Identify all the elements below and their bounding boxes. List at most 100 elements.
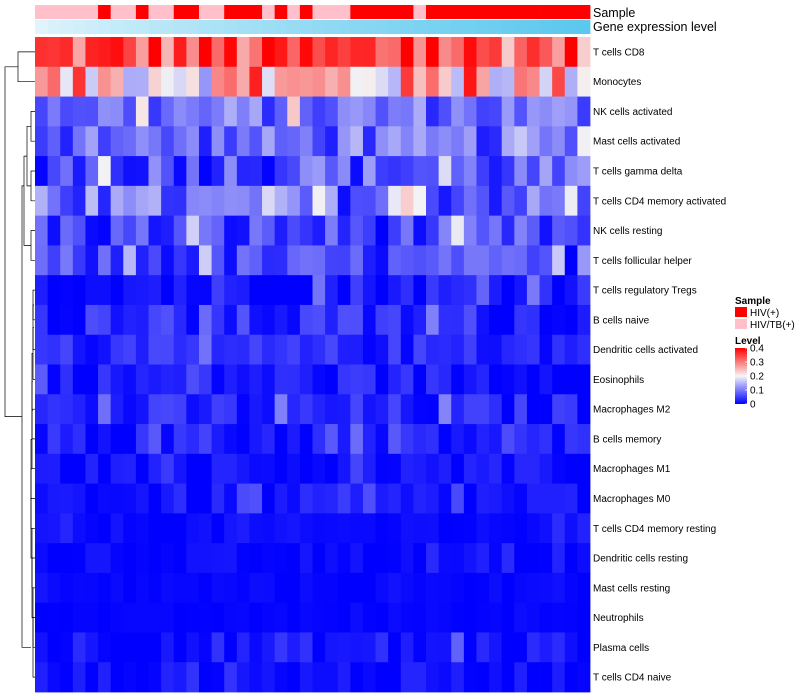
heatmap-cell: [161, 275, 175, 306]
sample-annotation-cell: [211, 5, 225, 19]
heatmap-cell: [224, 96, 238, 127]
heatmap-cell: [325, 394, 339, 425]
expression-annotation-cell: [98, 20, 112, 34]
heatmap-cell: [400, 185, 414, 217]
heatmap-cell: [299, 662, 313, 693]
heatmap-cell: [501, 156, 515, 187]
heatmap-cell: [85, 364, 99, 395]
heatmap-cell: [262, 364, 276, 395]
heatmap-cell: [375, 96, 389, 127]
heatmap-cell: [274, 126, 288, 157]
heatmap-cell: [47, 334, 61, 365]
sample-annotation-cell: [35, 5, 49, 19]
heatmap-cell: [552, 543, 566, 574]
heatmap-cell: [299, 632, 313, 663]
heatmap-cell: [552, 245, 566, 276]
heatmap-cell: [274, 572, 288, 604]
sample-annotation-cell: [552, 5, 566, 19]
heatmap-cell: [287, 245, 301, 276]
heatmap-cell: [186, 334, 200, 365]
heatmap-cell: [85, 156, 99, 187]
heatmap-cell: [350, 572, 364, 604]
heatmap-cell: [135, 483, 149, 514]
sample-annotation-cell: [514, 5, 528, 19]
heatmap-cell: [438, 453, 452, 484]
heatmap-cell: [85, 632, 99, 663]
heatmap-cell: [463, 602, 477, 633]
heatmap-cell: [211, 394, 225, 425]
heatmap-cell: [438, 156, 452, 187]
sample-annotation-cell: [299, 5, 313, 19]
heatmap-cell: [362, 334, 376, 365]
heatmap-cell: [476, 37, 490, 68]
heatmap-cell: [161, 126, 175, 157]
heatmap-cell: [85, 37, 99, 68]
heatmap-cell: [123, 572, 137, 604]
heatmap-cell: [539, 572, 553, 604]
heatmap-cell: [539, 37, 553, 68]
heatmap-cell: [312, 602, 326, 633]
heatmap-cell: [577, 245, 591, 276]
heatmap-cell: [211, 334, 225, 365]
heatmap-cell: [249, 245, 263, 276]
heatmap-cell: [413, 215, 427, 246]
heatmap-cell: [438, 394, 452, 425]
heatmap-cell: [413, 275, 427, 306]
heatmap-cell: [388, 185, 402, 217]
heatmap-cell: [35, 245, 49, 276]
heatmap-cell: [123, 513, 137, 544]
heatmap-cell: [337, 483, 351, 514]
heatmap-cell: [577, 334, 591, 365]
heatmap-cell: [463, 185, 477, 217]
heatmap-cell: [451, 275, 465, 306]
heatmap-cell: [451, 215, 465, 246]
heatmap-cell: [388, 394, 402, 425]
expression-annotation-cell: [72, 20, 86, 34]
heatmap-cell: [362, 513, 376, 544]
heatmap-cell: [110, 185, 124, 217]
heatmap-cell: [552, 96, 566, 127]
heatmap-cell: [224, 334, 238, 365]
heatmap-cell: [489, 334, 503, 365]
heatmap-cell: [375, 185, 389, 217]
heatmap-cell: [161, 572, 175, 604]
heatmap-cell: [337, 364, 351, 395]
heatmap-cell: [110, 632, 124, 663]
heatmap-cell: [451, 334, 465, 365]
heatmap-cell: [224, 424, 238, 455]
heatmap-cell: [476, 275, 490, 306]
heatmap-cell: [274, 156, 288, 187]
sample-annotation-cell: [98, 5, 112, 19]
heatmap-cell: [514, 602, 528, 633]
heatmap-cell: [35, 424, 49, 455]
expression-annotation-cell: [564, 20, 578, 34]
heatmap-cell: [110, 275, 124, 306]
heatmap-cell: [552, 364, 566, 395]
expression-annotation-cell: [577, 20, 591, 34]
heatmap-cell: [489, 662, 503, 693]
heatmap-cell: [501, 453, 515, 484]
heatmap-cell: [350, 364, 364, 395]
heatmap-cell: [325, 126, 339, 157]
heatmap-cell: [451, 543, 465, 574]
heatmap-cell: [325, 453, 339, 484]
heatmap-cell: [362, 156, 376, 187]
heatmap-cell: [211, 66, 225, 97]
heatmap-cell: [98, 245, 112, 276]
heatmap-cell: [148, 334, 162, 365]
heatmap-cell: [337, 126, 351, 157]
heatmap-cell: [249, 513, 263, 544]
heatmap-cell: [400, 37, 414, 68]
expression-annotation-cell: [60, 20, 74, 34]
heatmap-cell: [476, 572, 490, 604]
heatmap-cell: [514, 543, 528, 574]
heatmap-cell: [325, 334, 339, 365]
heatmap-cell: [186, 543, 200, 574]
heatmap-cell: [85, 424, 99, 455]
heatmap-cell: [463, 513, 477, 544]
heatmap-cell: [362, 37, 376, 68]
heatmap-cell: [350, 662, 364, 693]
heatmap-cell: [98, 662, 112, 693]
heatmap-cell: [135, 245, 149, 276]
heatmap-cell: [35, 126, 49, 157]
